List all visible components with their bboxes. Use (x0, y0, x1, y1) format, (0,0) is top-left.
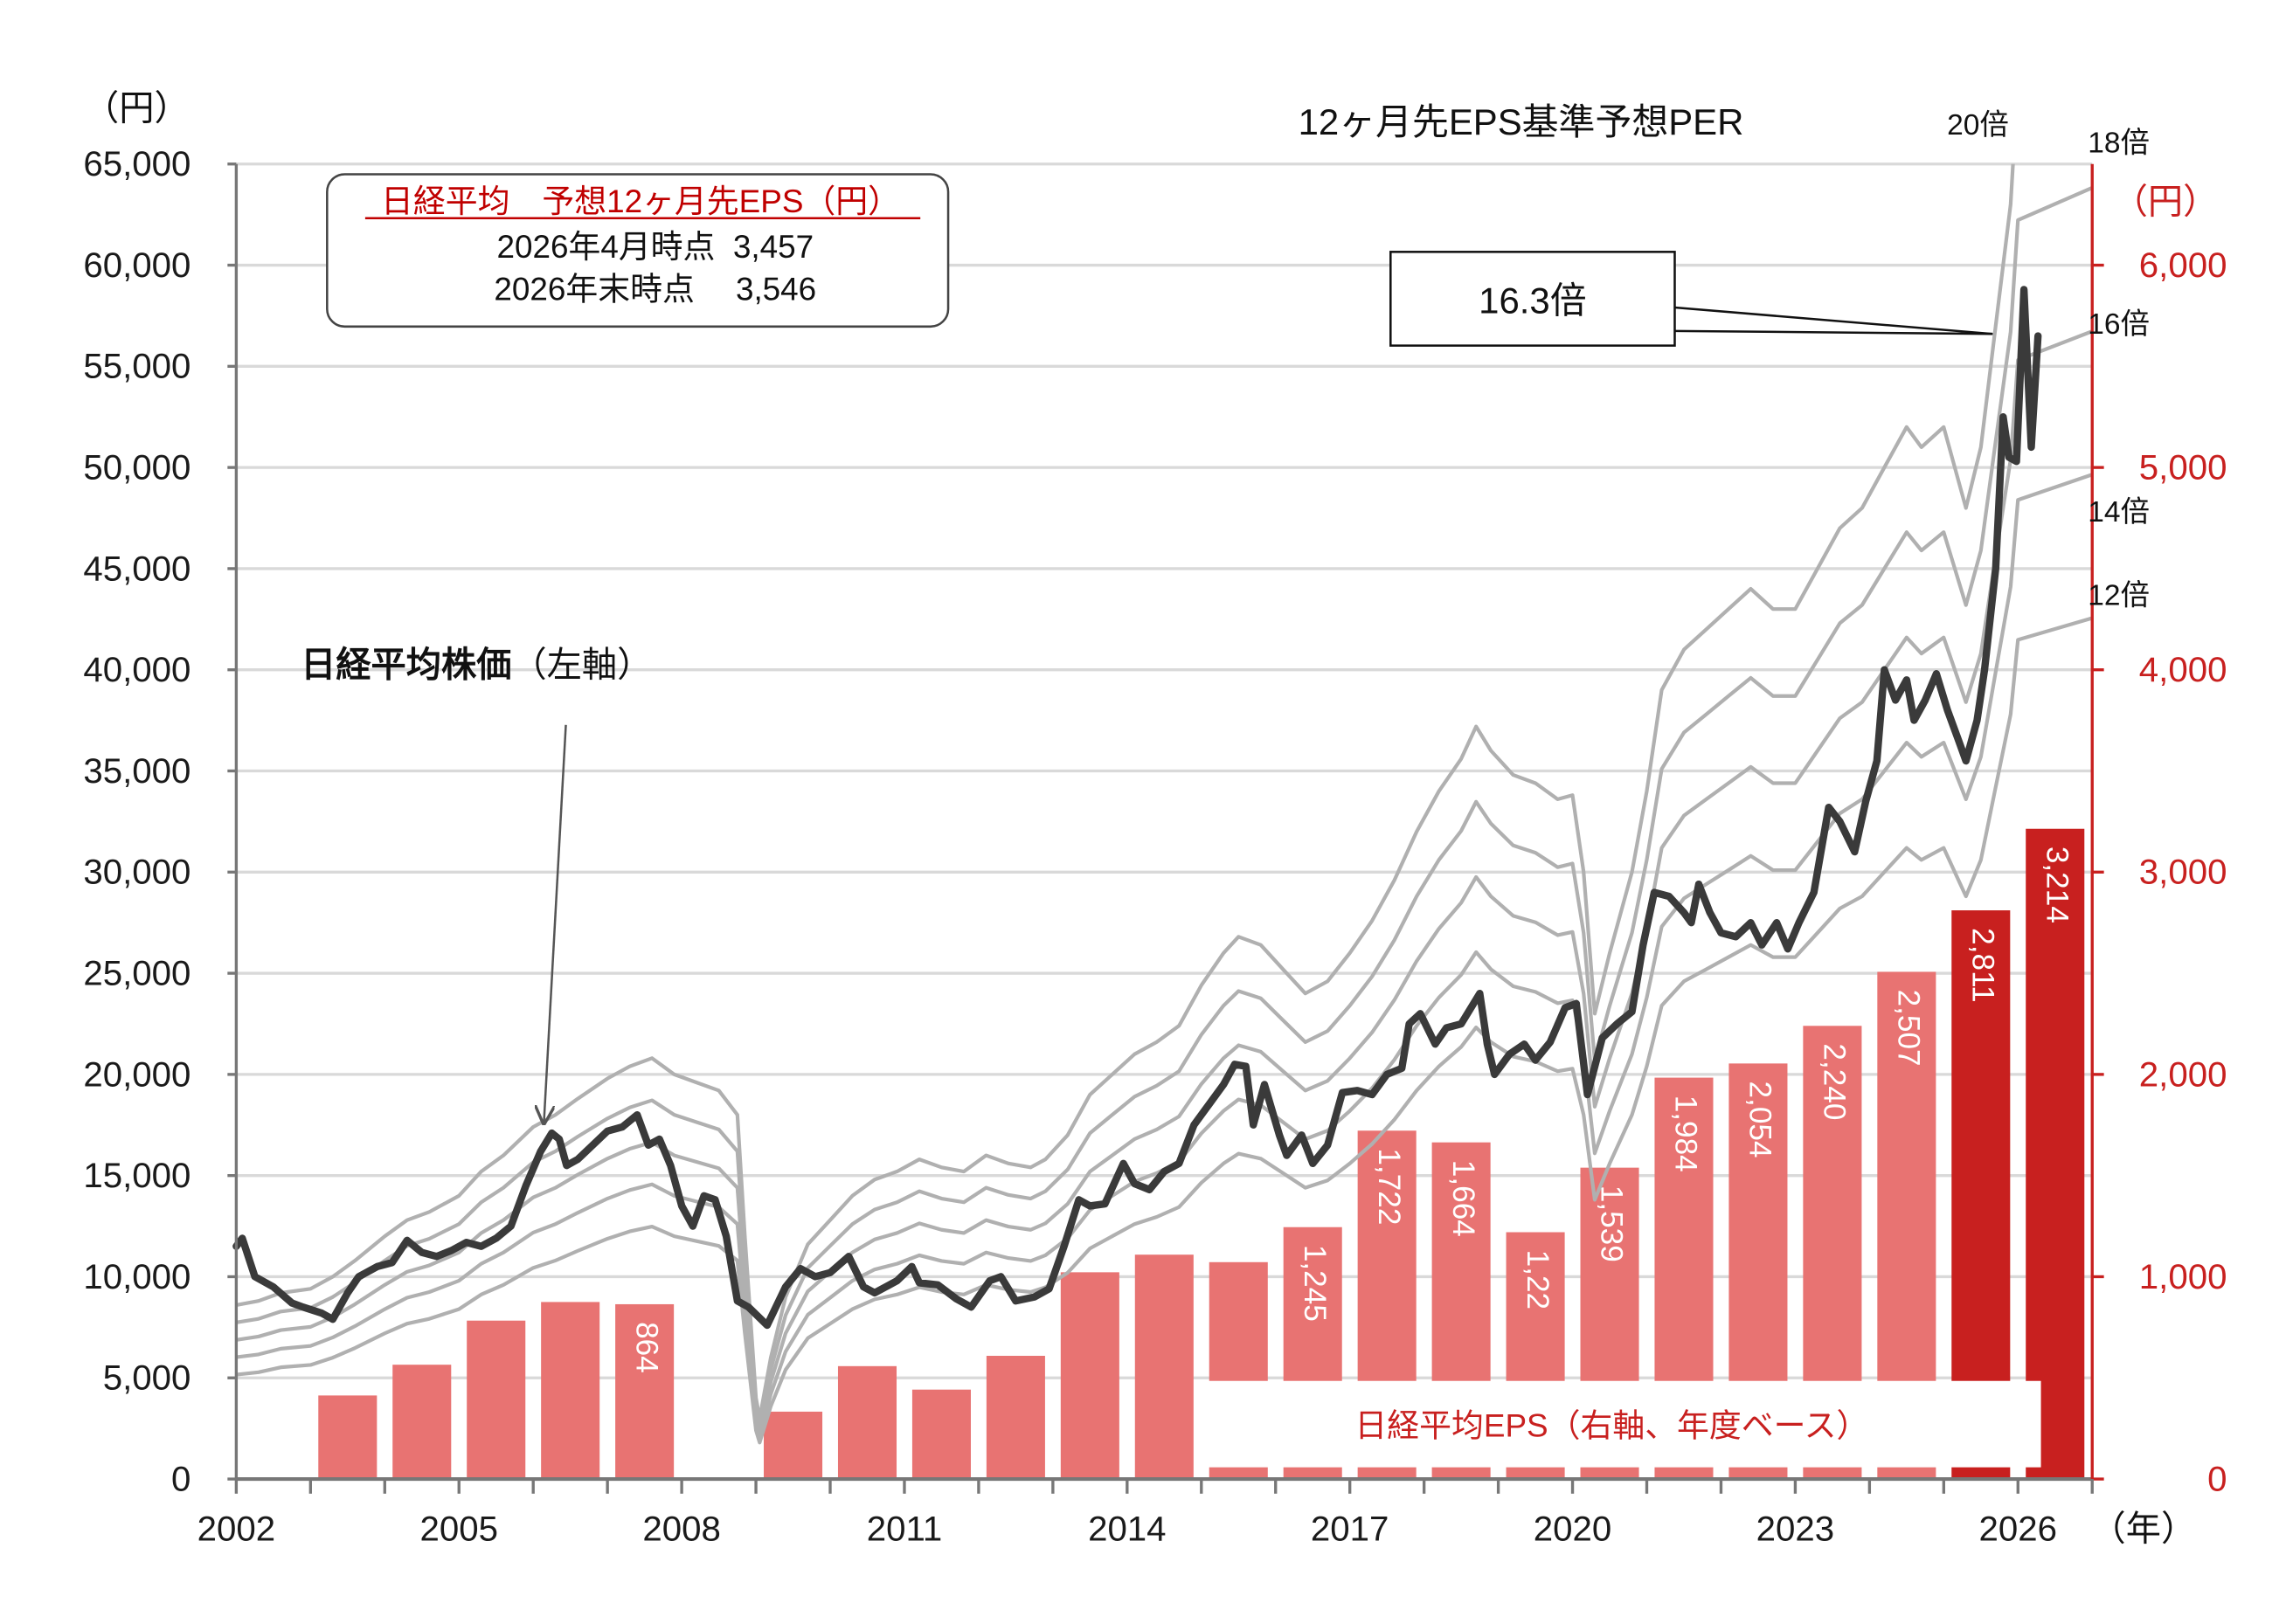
left-tick-label: 40,000 (83, 650, 190, 689)
eps-bar-2007 (615, 1303, 675, 1480)
eps-bar-labels: 864 1,245 1,722 1,664 1,22 1,539 1,984 2,054 2,2… (629, 847, 2074, 1373)
per-label-14: 14倍 (2088, 496, 2150, 529)
right-tick-label: 0 (2207, 1459, 2227, 1498)
x-tick-label: 2014 (1088, 1509, 1166, 1548)
current-per-value: 16.3倍 (1479, 280, 1586, 321)
axes: 0 5,000 10,000 15,000 20,000 25,000 30,000 35,0… (83, 144, 2227, 1548)
chart-title: 12ヶ月先EPS基準予想PER (1299, 101, 1744, 142)
eps-bar-label-2007: 864 (629, 1322, 663, 1373)
left-tick-label: 60,000 (83, 245, 190, 285)
eps-bar-2009 (764, 1411, 823, 1480)
eps-bar-2012 (986, 1356, 1045, 1480)
left-tick-label: 65,000 (83, 144, 190, 183)
forward-eps-info-box: 日経平均 予想12ヶ月先EPS（円） 2026年4月時点 3,457 2026年… (326, 173, 950, 328)
eps-bar-2010 (837, 1365, 897, 1480)
price-line-annotation: 日経平均株価（左軸） (301, 645, 652, 1123)
left-tick-label: 35,000 (83, 751, 190, 791)
info-box-line-yearend: 2026年末時点 3,546 (494, 272, 816, 308)
eps-bar-label-2021: 1,984 (1669, 1095, 1703, 1172)
eps-bar-label-2017: 1,722 (1372, 1148, 1406, 1225)
right-tick-label: 4,000 (2139, 650, 2227, 689)
per-band-12x (236, 616, 2093, 1445)
eps-bar-2006 (541, 1302, 600, 1480)
eps-bar-label-2023: 2,240 (1818, 1043, 1852, 1120)
eps-bar-2004 (392, 1365, 452, 1480)
right-tick-label: 6,000 (2139, 245, 2227, 285)
eps-bar-2011 (911, 1389, 971, 1480)
x-tick-label: 2020 (1534, 1509, 1611, 1548)
left-tick-label: 30,000 (83, 853, 190, 892)
price-axis-note: （左軸） (511, 645, 652, 684)
eps-bar-label-2026: 3,214 (2040, 847, 2074, 923)
eps-bar-label-2022: 2,054 (1743, 1081, 1777, 1158)
eps-bar-2026 (2026, 828, 2085, 1480)
right-tick-label: 2,000 (2139, 1054, 2227, 1094)
per-label-18: 18倍 (2088, 127, 2150, 159)
price-series-name: 日経平均株価 (301, 645, 511, 684)
eps-bar-2014 (1134, 1254, 1194, 1480)
nikkei-price-line-group (232, 286, 2042, 1330)
right-axis-unit: （円） (2113, 183, 2219, 222)
left-tick-label: 0 (171, 1459, 190, 1498)
info-box-line-april: 2026年4月時点 3,457 (496, 229, 814, 265)
per-label-16: 16倍 (2088, 308, 2150, 341)
x-axis-unit: （年） (2091, 1509, 2197, 1548)
current-per-callout: 16.3倍 (1389, 251, 1993, 347)
eps-bar-label-2024: 2,507 (1892, 990, 1926, 1067)
left-axis-unit: （円） (84, 88, 190, 128)
eps-bar-2013 (1060, 1272, 1119, 1480)
x-tick-label: 2011 (867, 1509, 943, 1548)
right-tick-label: 1,000 (2139, 1257, 2227, 1296)
eps-bar-label-2025: 2,811 (1966, 928, 2000, 1002)
left-tick-label: 5,000 (103, 1358, 191, 1398)
left-tick-label: 10,000 (83, 1257, 190, 1296)
eps-bar-label-2019: 1,22 (1521, 1250, 1555, 1310)
eps-bar-label-2018: 1,664 (1446, 1160, 1480, 1237)
info-box-title: 日経平均 予想12ヶ月先EPS（円） (381, 183, 900, 219)
eps-bar-label-2016: 1,245 (1298, 1245, 1332, 1322)
per-band-16x (236, 329, 2093, 1433)
x-tick-label: 2005 (419, 1509, 497, 1548)
per-band-18x (236, 185, 2093, 1427)
per-band-20x (236, 163, 2015, 1420)
eps-legend-label: 日経平均EPS（右軸、年度ベース） (1354, 1407, 1868, 1443)
x-tick-label: 2026 (1979, 1509, 2057, 1548)
per-label-20: 20倍 (1947, 109, 2009, 142)
arrow-icon (544, 724, 567, 1123)
right-tick-label: 5,000 (2139, 448, 2227, 487)
x-tick-label: 2002 (197, 1509, 275, 1548)
left-tick-label: 50,000 (83, 448, 190, 487)
left-tick-label: 15,000 (83, 1156, 190, 1195)
right-tick-label: 3,000 (2139, 853, 2227, 892)
x-tick-label: 2023 (1756, 1509, 1834, 1548)
left-tick-label: 25,000 (83, 953, 190, 992)
eps-bar-2005 (467, 1320, 526, 1480)
x-tick-label: 2017 (1311, 1509, 1389, 1548)
svg-text:日経平均株価（左軸）: 日経平均株価（左軸） (301, 645, 652, 684)
left-tick-label: 55,000 (83, 347, 190, 386)
left-tick-label: 20,000 (83, 1054, 190, 1094)
left-tick-label: 45,000 (83, 549, 190, 588)
eps-bar-2003 (318, 1395, 378, 1480)
eps-legend-box (1197, 1380, 2041, 1468)
per-label-12: 12倍 (2088, 579, 2150, 612)
x-tick-label: 2008 (642, 1509, 720, 1548)
nikkei-price-line (232, 286, 2042, 1330)
eps-bar-label-2020: 1,539 (1595, 1185, 1629, 1262)
